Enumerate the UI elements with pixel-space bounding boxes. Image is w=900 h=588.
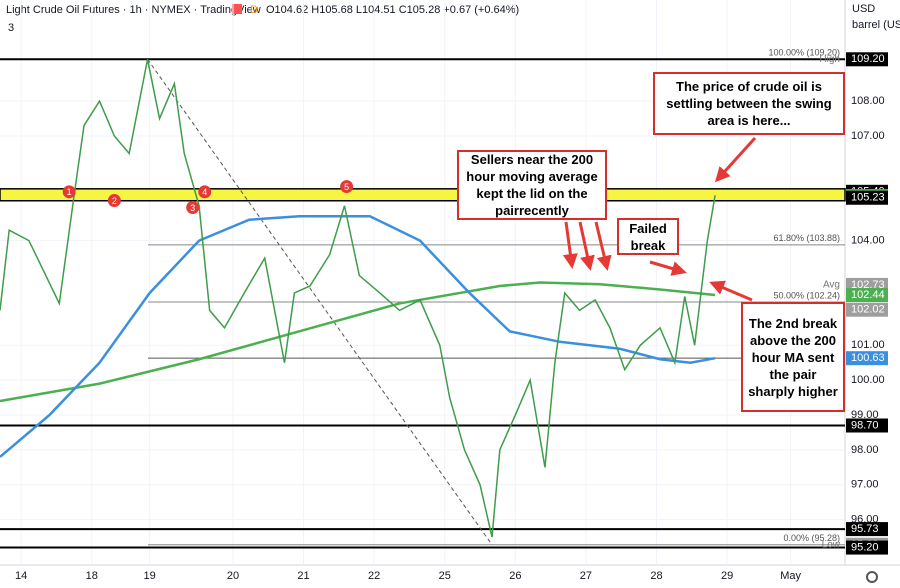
marker-label: 5 [344, 182, 349, 192]
indicator-count: 3 [8, 22, 14, 34]
price-tag-label: 102.44 [851, 289, 885, 301]
x-tick-label: May [780, 570, 801, 582]
unit: barrel (US) [852, 19, 900, 31]
y-tick-label: 99.00 [851, 409, 879, 421]
price-tag [846, 540, 888, 555]
price-tag [846, 522, 888, 537]
price-tag [846, 418, 888, 433]
icon: D [250, 4, 258, 16]
x-tick-label: 20 [227, 570, 239, 582]
arrow [594, 221, 612, 271]
y-tick-label: 97.00 [851, 479, 879, 491]
chart-title: Light Crude Oil Futures · 1h · NYMEX · T… [6, 4, 261, 16]
marker [62, 185, 76, 199]
arrow [649, 260, 687, 276]
marker-label: 2 [112, 196, 117, 206]
marker [340, 180, 354, 194]
y-tick-label: 107.00 [851, 130, 885, 142]
icon [232, 4, 242, 14]
x-tick-label: 26 [509, 570, 521, 582]
price-tag-note: Avg [823, 280, 840, 291]
unit-box [848, 2, 898, 34]
arrow [562, 221, 578, 269]
arrow [709, 280, 753, 302]
y-tick-label: 100.00 [851, 374, 885, 386]
marker-label: 3 [190, 203, 195, 213]
x-tick-label: 29 [721, 570, 733, 582]
price-tag [846, 288, 888, 303]
annotation: The price of crude oil is settling betwe… [653, 72, 845, 135]
marker [186, 201, 200, 215]
price-tag-label: 100.63 [851, 352, 885, 364]
x-tick-label: 19 [144, 570, 156, 582]
ohlc: O104.62 H105.68 L104.51 C105.28 +0.67 (+… [266, 4, 519, 16]
x-tick-label: 27 [580, 570, 592, 582]
x-tick-label: 22 [368, 570, 380, 582]
arrow [578, 221, 595, 271]
x-tick-label: 28 [650, 570, 662, 582]
price-tag [846, 351, 888, 366]
marker [198, 185, 212, 199]
fib-label: 50.00% (102.24) [773, 290, 840, 300]
series-line [0, 281, 716, 403]
series-line [0, 214, 716, 458]
y-tick-label: 104.00 [851, 235, 885, 247]
settings-icon[interactable] [866, 571, 878, 583]
marker-label: 4 [202, 187, 207, 197]
price-tag-note: Low [822, 539, 841, 550]
y-tick-label: 101.00 [851, 339, 885, 351]
marker-label: 1 [67, 187, 72, 197]
y-tick-label: 108.00 [851, 95, 885, 107]
price-tag-label: 98.70 [851, 419, 879, 431]
x-tick-label: 14 [15, 570, 27, 582]
arrow [714, 136, 757, 183]
currency: USD [852, 3, 875, 15]
series-line [0, 59, 716, 538]
annotation: The 2nd break above the 200 hour MA sent… [741, 302, 845, 412]
marker [107, 194, 121, 208]
price-tag-label: 95.73 [851, 523, 879, 535]
annotation: Sellers near the 200 hour moving average… [457, 150, 607, 220]
price-tag-note: High [819, 54, 840, 65]
resistance-band [0, 188, 846, 202]
price-tag [846, 52, 888, 67]
x-tick-label: 21 [297, 570, 309, 582]
annotation: Failed break [617, 218, 679, 255]
price-tag-label: 109.20 [851, 53, 885, 65]
fib-label: 100.00% (109.20) [768, 48, 840, 58]
price-tag-label: 95.20 [851, 541, 879, 553]
price-tag-label: 102.73 [851, 279, 885, 291]
price-tag-label: 105.23 [851, 192, 885, 204]
x-tick-label: 25 [439, 570, 451, 582]
trendline [147, 59, 493, 546]
x-tick-label: 18 [86, 570, 98, 582]
price-tag-label: 102.02 [851, 304, 885, 316]
price-tag [846, 190, 888, 205]
fib-label: 0.00% (95.28) [783, 533, 840, 543]
y-tick-label: 98.00 [851, 444, 879, 456]
price-tag [846, 302, 888, 317]
fib-label: 61.80% (103.88) [773, 233, 840, 243]
